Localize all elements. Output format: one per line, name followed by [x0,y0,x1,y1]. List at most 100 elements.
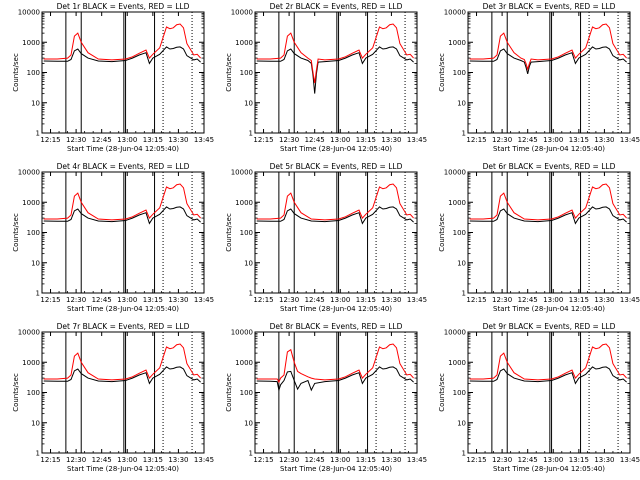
chart-panel-det1: Det 1r BLACK = Events, RED = LLD 1 10 100 10… [12,2,214,153]
x-axis-label: Start Time (28-Jun-04 12:05:40) [280,145,392,153]
x-tick-label: 12:45 [92,136,112,144]
x-axis-label: Start Time (28-Jun-04 12:05:40) [280,465,392,473]
y-tick-label: 10 [244,419,253,427]
y-tick-label: 10000 [231,329,253,337]
x-tick-label: 12:45 [305,456,325,464]
chart-title: Det 4r BLACK = Events, RED = LLD [57,162,190,171]
x-tick-label: 12:30 [66,456,86,464]
x-tick-label: 13:15 [356,456,376,464]
y-axis-label: Counts/sec [438,213,446,252]
y-tick-label: 1 [36,450,40,458]
x-axis-label: Start Time (28-Jun-04 12:05:40) [493,465,605,473]
x-tick-label: 13:45 [194,296,214,304]
y-tick-label: 1000 [22,199,40,207]
y-tick-label: 1000 [448,359,466,367]
y-axis-label: Counts/sec [12,373,20,412]
x-tick-label: 13:30 [168,136,188,144]
x-tick-label: 13:00 [117,296,137,304]
x-tick-label: 12:30 [279,296,299,304]
y-tick-label: 100 [27,69,40,77]
y-tick-label: 100 [453,389,466,397]
y-axis-label: Counts/sec [438,373,446,412]
series-line-events [43,46,201,65]
x-axis-label: Start Time (28-Jun-04 12:05:40) [493,145,605,153]
x-tick-label: 13:15 [569,136,589,144]
y-tick-label: 1 [36,130,40,138]
chart-title: Det 1r BLACK = Events, RED = LLD [57,2,190,11]
x-tick-label: 13:45 [620,296,640,304]
x-tick-label: 13:15 [143,136,163,144]
y-axis-label: Counts/sec [225,53,233,92]
chart-panel-det7: Det 7r BLACK = Events, RED = LLD 1 10 100 10… [12,322,214,473]
y-tick-label: 100 [240,389,253,397]
series-line-lld [256,183,414,221]
chart-panel-det2: Det 2r BLACK = Events, RED = LLD 1 10 100 10… [225,2,427,153]
x-tick-label: 13:45 [407,296,427,304]
x-tick-label: 12:30 [279,136,299,144]
series-line-events [43,206,201,225]
series-line-lld [43,343,201,381]
x-tick-label: 13:45 [194,456,214,464]
chart-title: Det 5r BLACK = Events, RED = LLD [270,162,403,171]
y-tick-label: 1000 [235,359,253,367]
y-tick-label: 100 [27,389,40,397]
x-tick-label: 13:45 [620,456,640,464]
y-tick-label: 1 [249,130,253,138]
chart-title: Det 8r BLACK = Events, RED = LLD [270,322,403,331]
y-tick-label: 10000 [444,329,466,337]
x-tick-label: 12:15 [253,136,273,144]
series-line-lld [256,343,414,384]
series-line-events [469,206,627,225]
chart-title: Det 9r BLACK = Events, RED = LLD [483,322,616,331]
chart-panel-det6: Det 6r BLACK = Events, RED = LLD 1 10 100 10… [438,162,640,313]
x-tick-label: 12:45 [518,456,538,464]
chart-panel-det8: Det 8r BLACK = Events, RED = LLD 1 10 100 10… [225,322,427,473]
series-line-lld [43,23,201,61]
y-axis-label: Counts/sec [12,213,20,252]
x-tick-label: 12:45 [518,296,538,304]
x-tick-label: 13:00 [117,136,137,144]
y-tick-label: 10000 [18,329,40,337]
y-tick-label: 10 [457,419,466,427]
y-tick-label: 10000 [444,9,466,17]
x-tick-label: 13:00 [330,136,350,144]
series-line-lld [469,23,627,71]
x-tick-label: 12:45 [92,296,112,304]
series-line-events [469,46,627,75]
chart-panel-det3: Det 3r BLACK = Events, RED = LLD 1 10 100 10… [438,2,640,153]
y-tick-label: 100 [27,229,40,237]
y-tick-label: 1000 [22,39,40,47]
y-tick-label: 1 [36,290,40,298]
series-line-events [256,206,414,225]
x-tick-label: 13:30 [594,296,614,304]
series-line-events [256,366,414,393]
chart-panel-det5: Det 5r BLACK = Events, RED = LLD 1 10 100 10… [225,162,427,313]
y-tick-label: 1000 [22,359,40,367]
series-line-events [256,46,414,94]
chart-panel-det9: Det 9r BLACK = Events, RED = LLD 1 10 100 10… [438,322,640,473]
y-tick-label: 1000 [448,39,466,47]
x-tick-label: 13:30 [381,296,401,304]
y-tick-label: 1000 [235,199,253,207]
x-tick-label: 12:30 [66,296,86,304]
chart-panel-det4: Det 4r BLACK = Events, RED = LLD 1 10 100 10… [12,162,214,313]
y-axis-label: Counts/sec [12,53,20,92]
y-axis-label: Counts/sec [225,373,233,412]
y-tick-label: 1 [249,290,253,298]
x-tick-label: 12:30 [492,296,512,304]
x-tick-label: 12:15 [253,456,273,464]
x-tick-label: 13:15 [143,296,163,304]
x-tick-label: 12:30 [279,456,299,464]
x-tick-label: 13:00 [330,296,350,304]
x-tick-label: 13:30 [594,136,614,144]
x-tick-label: 12:45 [305,296,325,304]
x-tick-label: 13:45 [407,456,427,464]
y-tick-label: 1 [249,450,253,458]
x-tick-label: 13:00 [543,296,563,304]
y-tick-label: 1000 [235,39,253,47]
y-tick-label: 100 [453,69,466,77]
y-tick-label: 10 [31,99,40,107]
y-tick-label: 10 [457,259,466,267]
x-tick-label: 13:30 [168,456,188,464]
series-line-lld [469,183,627,221]
